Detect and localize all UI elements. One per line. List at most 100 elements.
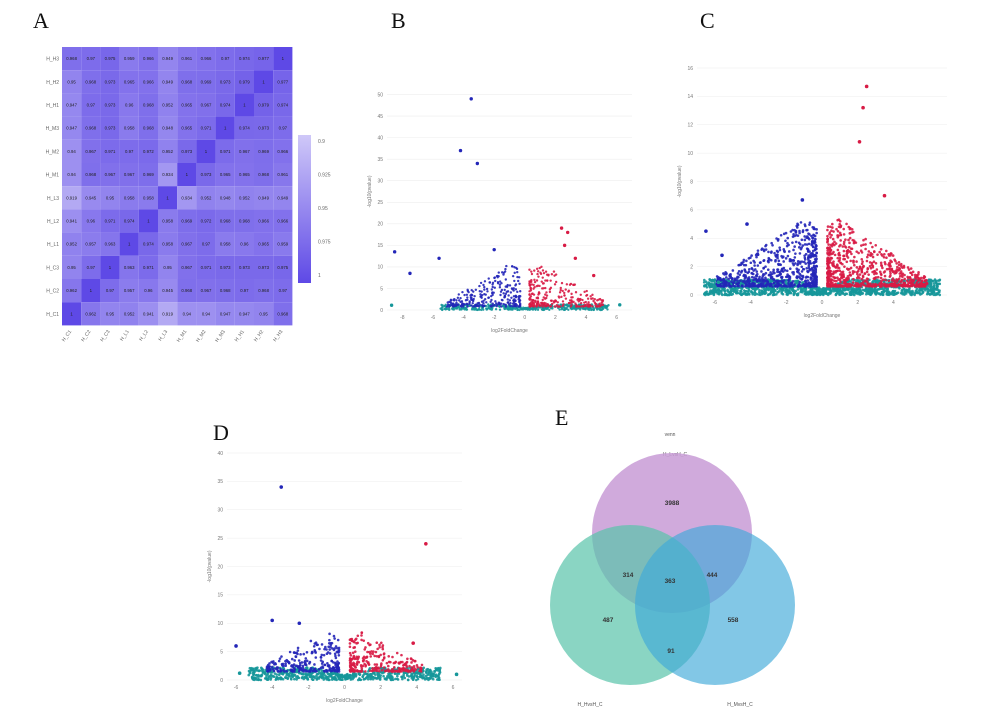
point-up [530, 270, 533, 273]
point-down [806, 279, 810, 282]
heatmap-col-label: H_L1 [119, 329, 131, 342]
point-down [297, 659, 301, 662]
heatmap-cell [196, 93, 216, 117]
heatmap-cell [273, 255, 293, 279]
point-up [864, 243, 867, 246]
point-down [506, 298, 509, 301]
point-ns [841, 287, 845, 291]
point-down [774, 279, 778, 283]
heatmap-cell-value: 0.945 [85, 195, 96, 200]
point-ns [855, 291, 858, 295]
point-up [563, 291, 566, 295]
heatmap-cell [158, 93, 178, 117]
point-down [504, 267, 507, 271]
point-down [482, 283, 485, 287]
point-down [516, 275, 519, 279]
heatmap-row-label: H_M2 [46, 149, 60, 155]
heatmap-cell-value: 0.977 [258, 56, 269, 61]
heatmap-cell-value: 0.975 [105, 56, 116, 61]
point-ns [325, 678, 328, 681]
point-up [922, 276, 926, 280]
point-down [737, 269, 741, 273]
heatmap-cell [100, 302, 120, 326]
point-up [533, 269, 536, 272]
point-ns [284, 676, 287, 679]
point-ns [879, 292, 883, 296]
point-down [514, 288, 518, 291]
point-ns [815, 289, 819, 293]
point-up [588, 305, 591, 308]
point-up [556, 301, 559, 304]
point-up [544, 286, 547, 290]
point-up [839, 285, 843, 288]
y-tick-label: 10 [377, 265, 383, 271]
point-up [869, 251, 873, 255]
heatmap-cell [177, 232, 197, 256]
point-ns [422, 673, 425, 676]
point-up [378, 643, 381, 647]
point-up [386, 668, 390, 671]
point-up [860, 262, 864, 266]
point-up [592, 299, 595, 303]
point-ns [306, 673, 309, 676]
point-down [767, 250, 770, 254]
point-ns [257, 669, 261, 673]
point-down [509, 304, 512, 308]
point-ns [762, 290, 765, 294]
point-up [920, 280, 924, 283]
point-down [793, 228, 796, 232]
point-down [763, 273, 766, 276]
point-up [550, 302, 554, 306]
point-ns [257, 677, 260, 681]
point-ns [401, 677, 404, 681]
point-up [903, 273, 906, 277]
heatmap-cell-value: 0.958 [124, 195, 135, 200]
point-down [810, 284, 814, 288]
heatmap-cell-value: 0.968 [66, 56, 77, 61]
heatmap-cell-value: 0.967 [239, 149, 250, 154]
heatmap-row-label: H_M3 [46, 126, 60, 132]
point-ns [871, 280, 875, 283]
point-ns [856, 279, 859, 283]
point-up [567, 301, 571, 305]
point-down [502, 302, 505, 306]
point-down [511, 305, 514, 308]
point-up [860, 257, 864, 261]
point-up [528, 282, 531, 285]
point-ns [286, 677, 290, 680]
point-up [530, 304, 533, 308]
point-down [787, 250, 791, 253]
point-up [536, 272, 539, 276]
heatmap-cell [158, 163, 178, 187]
point-down [723, 282, 727, 285]
point-up [546, 303, 549, 306]
point-ns [431, 677, 435, 681]
heatmap-col-label: H_C3 [99, 329, 111, 343]
heatmap-cell-value: 0.966 [277, 149, 288, 154]
x-tick-label: 0 [343, 685, 346, 691]
point-ns [857, 287, 861, 291]
point-ns [858, 280, 862, 283]
point-up [829, 249, 832, 252]
point-down [457, 293, 460, 296]
point-ns [914, 291, 918, 295]
point-up [536, 296, 539, 299]
heatmap-col-label: H_H1 [234, 329, 246, 343]
point-ns [804, 293, 808, 296]
point-ns [341, 675, 344, 679]
point-down [797, 284, 801, 287]
y-tick-label: 0 [690, 293, 693, 299]
point-up [585, 303, 589, 306]
point-ns [353, 674, 356, 678]
point-ns [875, 291, 879, 294]
heatmap-cell [81, 70, 101, 94]
point-down [807, 282, 810, 285]
point-ns [325, 675, 328, 678]
point-down [807, 242, 811, 246]
correlation-heatmap: H_H3 0.968 0.97 0.975 0.959 0.966 0.949 0.961 0.… [46, 47, 331, 343]
point-up [908, 281, 912, 285]
point-down [497, 275, 500, 278]
point-ns [817, 286, 821, 290]
point-ns [745, 292, 748, 296]
point-ns [322, 676, 326, 680]
